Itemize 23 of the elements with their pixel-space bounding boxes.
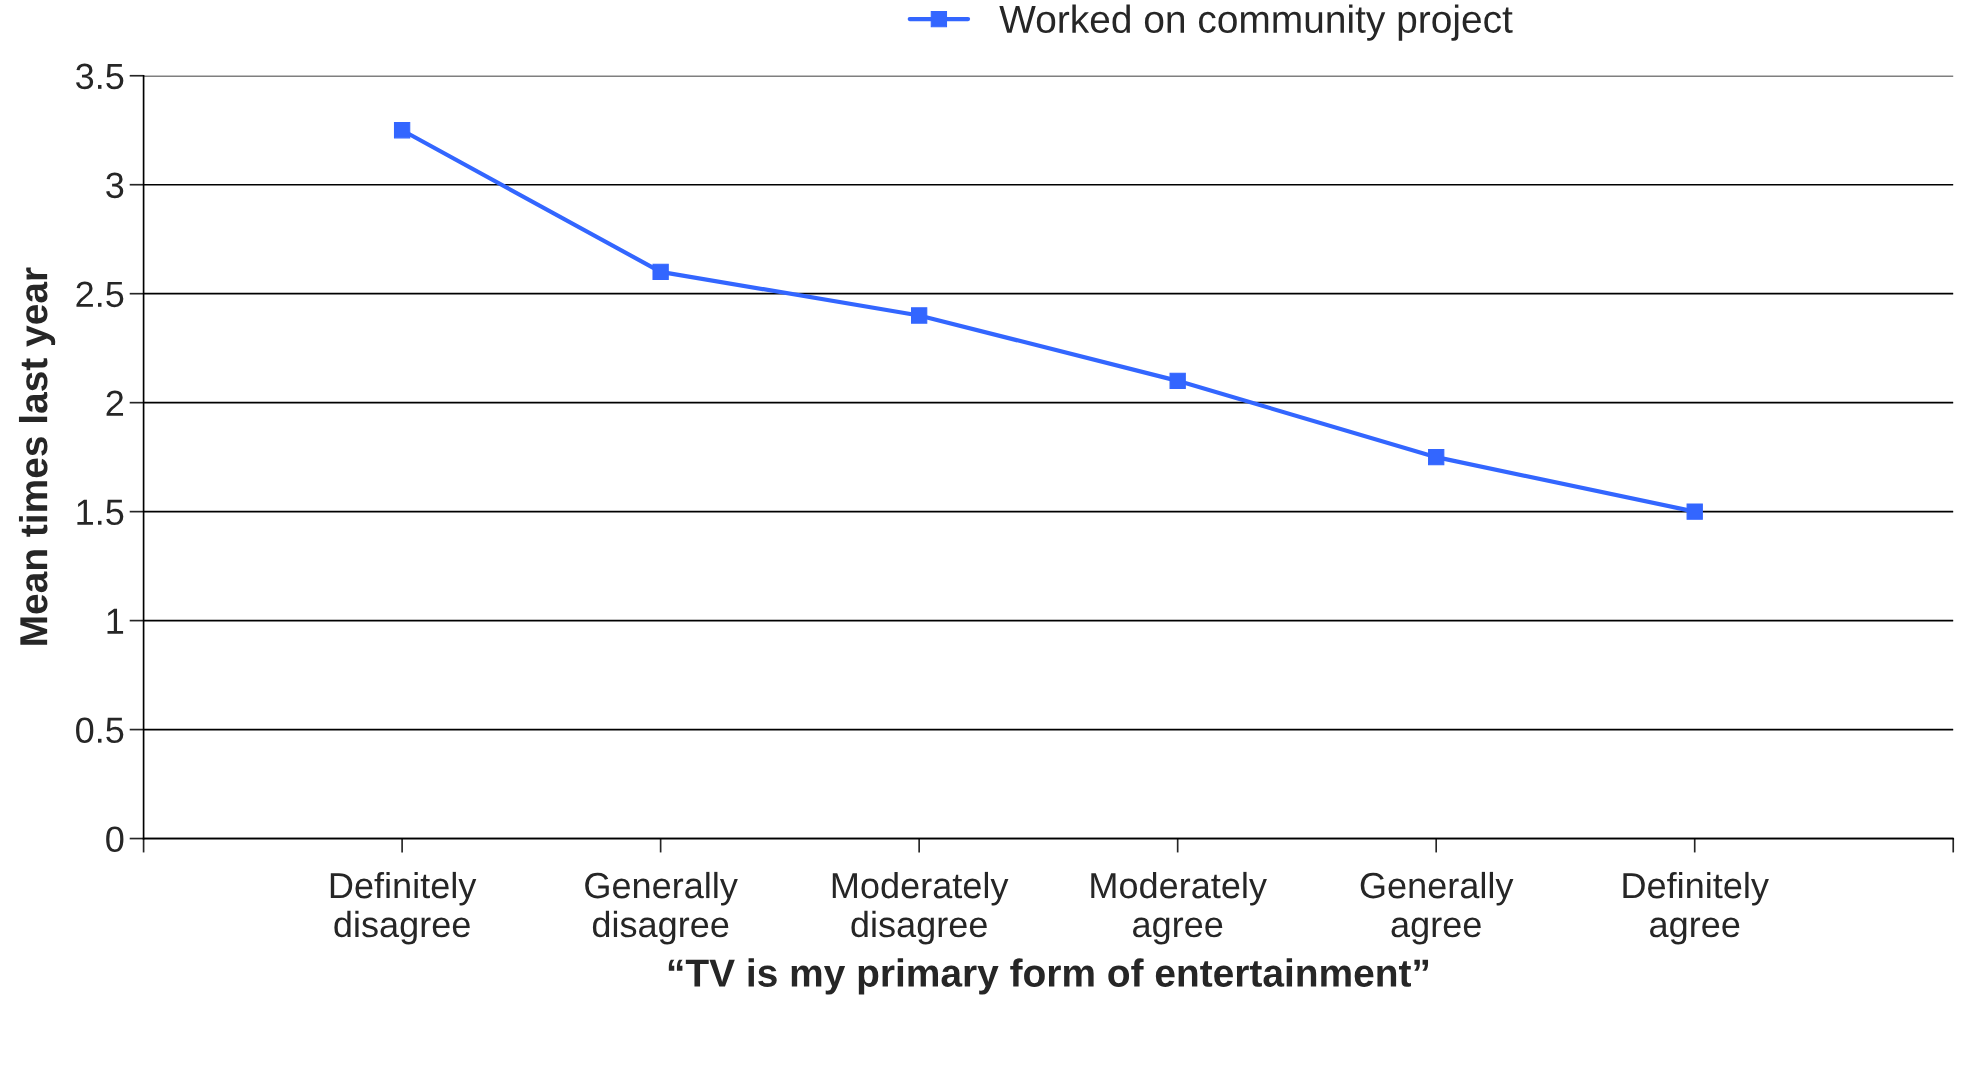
x-tick-label: Definitely disagree: [330, 871, 477, 945]
point: [1428, 448, 1445, 466]
point: [910, 307, 928, 324]
point: [1169, 372, 1186, 390]
x-tick-label: Definitely agree: [1623, 871, 1769, 945]
point: [393, 122, 411, 139]
point: [1686, 503, 1703, 520]
x-axis-title: “TV is my primary form of entertainment”: [668, 958, 1429, 995]
y-tick-label: 0: [106, 826, 124, 852]
x-tick-label: Generally agree: [1360, 871, 1514, 945]
y-tick-label: 3: [106, 172, 124, 199]
y-axis-title: Mean times last year: [18, 267, 56, 645]
x-tick-label: Moderately agree: [1091, 871, 1267, 945]
y-tick-label: 3.5: [76, 63, 124, 90]
y-tick-label: 2.5: [76, 281, 124, 308]
y-tick-label: 0.5: [76, 717, 124, 744]
y-tick-label: 2: [106, 390, 124, 416]
y-tick-label: 1: [107, 608, 124, 634]
legend-label: Worked on community project: [999, 4, 1513, 41]
x-tick-label: Moderately disagree: [832, 871, 1009, 945]
point: [652, 263, 669, 281]
y-tick-label: 1.5: [77, 499, 124, 526]
x-tick-label: Generally disagree: [585, 871, 738, 945]
